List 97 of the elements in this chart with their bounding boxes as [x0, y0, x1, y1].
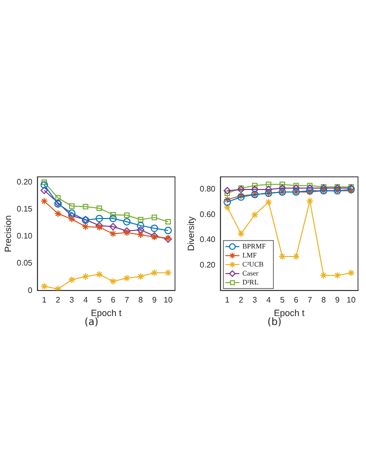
y-tick-label: 0.05	[16, 258, 33, 268]
point	[123, 274, 131, 282]
x-tick-label: 2	[56, 296, 61, 305]
point	[136, 272, 144, 280]
point	[164, 269, 172, 276]
point	[68, 276, 76, 284]
point	[109, 278, 117, 286]
point	[40, 181, 48, 189]
point	[150, 269, 158, 276]
point	[266, 182, 272, 188]
point	[68, 215, 76, 223]
point	[54, 210, 62, 218]
x-tick-label: 4	[83, 296, 88, 305]
point	[292, 184, 300, 192]
point	[224, 203, 231, 211]
x-tick-label: 9	[152, 296, 158, 305]
point	[307, 182, 313, 188]
point	[82, 222, 90, 230]
point	[164, 226, 172, 234]
point	[237, 230, 245, 238]
x-tick-label: 3	[252, 296, 258, 305]
y-tick-label: 0.60	[200, 210, 216, 219]
point	[136, 231, 144, 238]
x-tick-label: 5	[280, 296, 286, 305]
point	[136, 222, 144, 230]
point	[320, 272, 328, 280]
y-tick-label: 0.80	[200, 184, 216, 194]
point	[82, 272, 90, 280]
point	[165, 219, 171, 225]
point	[348, 184, 354, 190]
point	[110, 212, 116, 218]
point	[238, 185, 244, 191]
x-tick-label: 7	[124, 296, 130, 305]
point	[109, 222, 117, 230]
x-tick-label: 1	[225, 296, 230, 305]
point	[69, 203, 75, 209]
x-tick-label: 3	[70, 296, 75, 305]
point	[40, 282, 48, 290]
x-tick-label: 2	[238, 296, 244, 305]
point	[280, 182, 286, 188]
point	[237, 186, 245, 194]
point	[224, 198, 231, 206]
point	[41, 179, 48, 185]
x-tick-label: 4	[266, 296, 272, 305]
x-tick-label: 10	[164, 296, 174, 305]
point	[150, 224, 158, 232]
y-axis-title: Precision	[2, 215, 13, 252]
point	[278, 184, 286, 192]
point	[152, 214, 158, 220]
point	[124, 212, 130, 218]
point	[334, 184, 340, 190]
x-tick-label: 10	[346, 296, 356, 305]
y-tick-label: 0.40	[200, 235, 216, 244]
point	[224, 190, 230, 196]
y-tick-label: 0.15	[16, 204, 33, 214]
point	[138, 216, 144, 222]
x-tick-label: 9	[335, 296, 340, 305]
x-tick-label: 1	[42, 296, 48, 305]
y-axis-title: Diversity	[186, 216, 196, 251]
point	[306, 197, 314, 205]
point	[109, 214, 117, 222]
point	[251, 186, 258, 194]
text: (b)	[266, 317, 282, 328]
point	[123, 218, 131, 226]
point	[40, 197, 48, 205]
x-axis-title: Epoch t	[274, 308, 305, 318]
point	[251, 211, 258, 218]
point	[224, 187, 231, 194]
x-tick-label: 8	[138, 296, 144, 305]
point	[136, 226, 144, 234]
x-tick-label: 6	[294, 296, 299, 305]
point	[264, 198, 272, 206]
point	[320, 184, 326, 190]
point	[252, 182, 258, 188]
y-tick-label: 0.20	[200, 260, 216, 270]
point	[224, 196, 231, 204]
point	[334, 272, 342, 280]
point	[347, 269, 355, 277]
point	[54, 285, 62, 291]
point	[96, 205, 102, 211]
x-tick-label: 7	[308, 296, 313, 305]
point	[96, 214, 104, 222]
point	[82, 204, 88, 210]
point	[68, 209, 76, 217]
y-tick-label: 0.20	[16, 177, 33, 186]
x-axis-title: Epoch t	[90, 308, 122, 318]
x-tick-label: 8	[321, 296, 326, 305]
point	[55, 195, 61, 201]
y-tick-label: 0.10	[16, 232, 33, 241]
text: (a)	[84, 317, 98, 328]
y-tick-label: 0	[28, 286, 33, 295]
x-tick-label: 5	[97, 296, 102, 305]
point	[96, 270, 104, 278]
point	[40, 186, 48, 194]
point	[293, 182, 299, 188]
point	[109, 230, 117, 238]
x-tick-label: 6	[110, 296, 116, 305]
